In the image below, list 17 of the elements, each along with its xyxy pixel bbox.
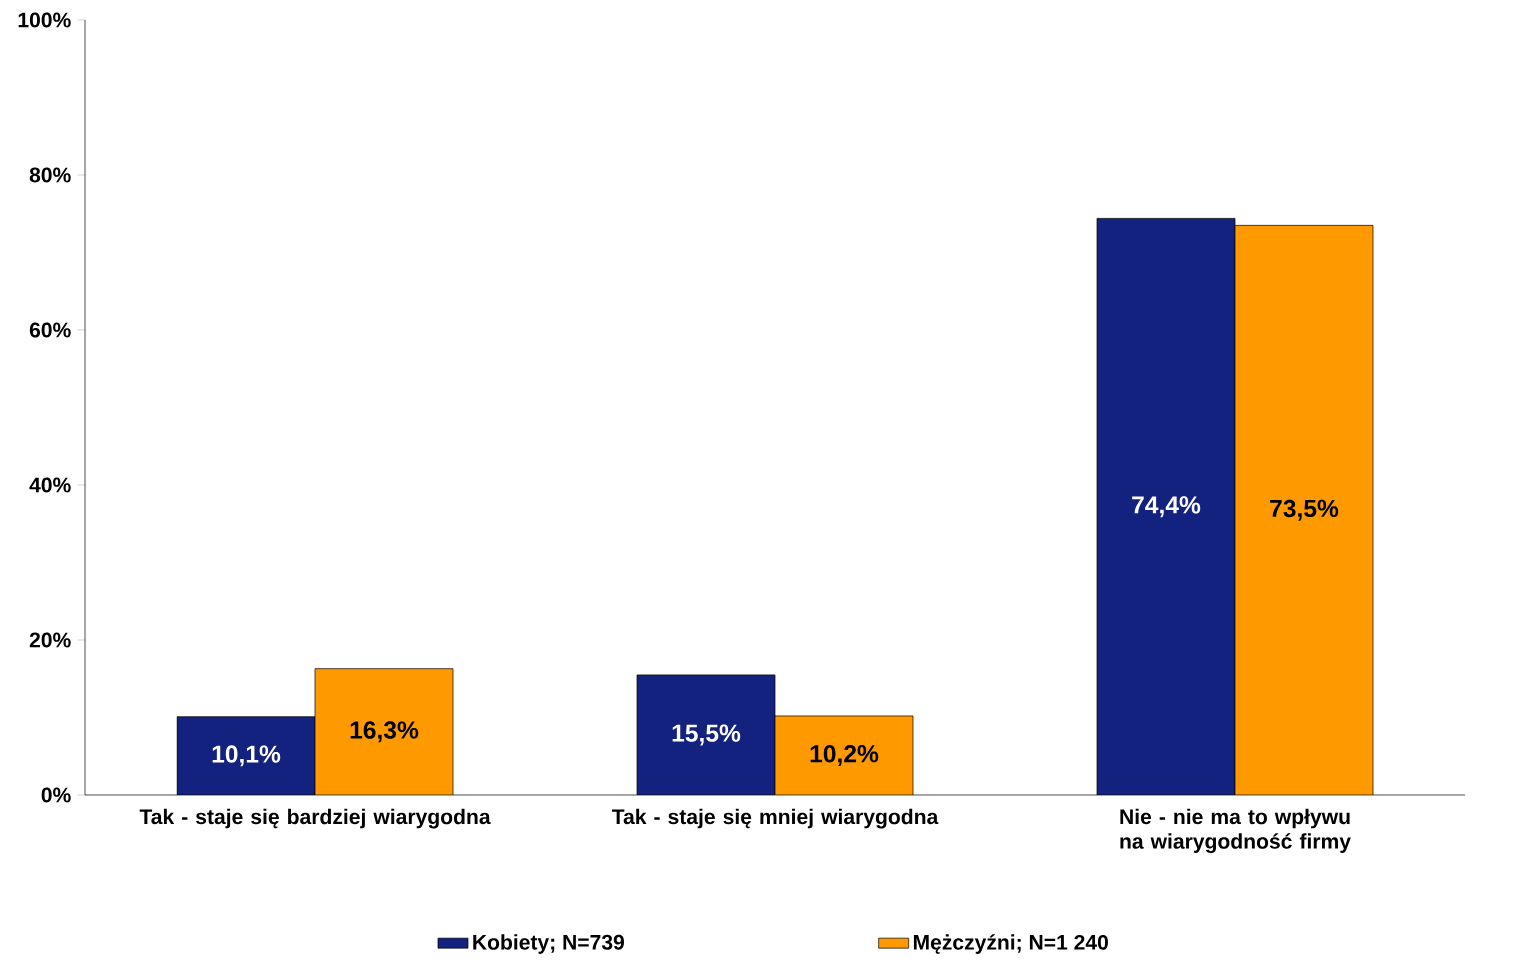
y-tick-label: 20% bbox=[29, 632, 71, 648]
x-tick-label: Tak - staje się mniej wiarygodna bbox=[611, 808, 939, 829]
data-label: 10,1% bbox=[212, 745, 281, 767]
data-label: 16,3% bbox=[350, 721, 419, 743]
data-label: 15,5% bbox=[672, 724, 741, 746]
data-label: 10,2% bbox=[810, 744, 879, 766]
y-tick-label: 60% bbox=[29, 322, 71, 338]
y-tick-label: 80% bbox=[29, 167, 71, 183]
y-tick-label: 0% bbox=[41, 787, 71, 803]
x-tick-label: Tak - staje się bardziej wiarygodna bbox=[139, 808, 491, 829]
legend-label: Mężczyźni; N=1 240 bbox=[913, 934, 1108, 954]
y-tick-label: 100% bbox=[18, 12, 71, 28]
x-tick-label: Nie - nie ma to wpływu na wiarygodność firmy bbox=[1120, 808, 1351, 854]
y-tick-label: 40% bbox=[29, 477, 71, 493]
data-label: 73,5% bbox=[1270, 499, 1339, 521]
legend-label: Kobiety; N=739 bbox=[473, 934, 624, 954]
data-label: 74,4% bbox=[1132, 496, 1201, 518]
